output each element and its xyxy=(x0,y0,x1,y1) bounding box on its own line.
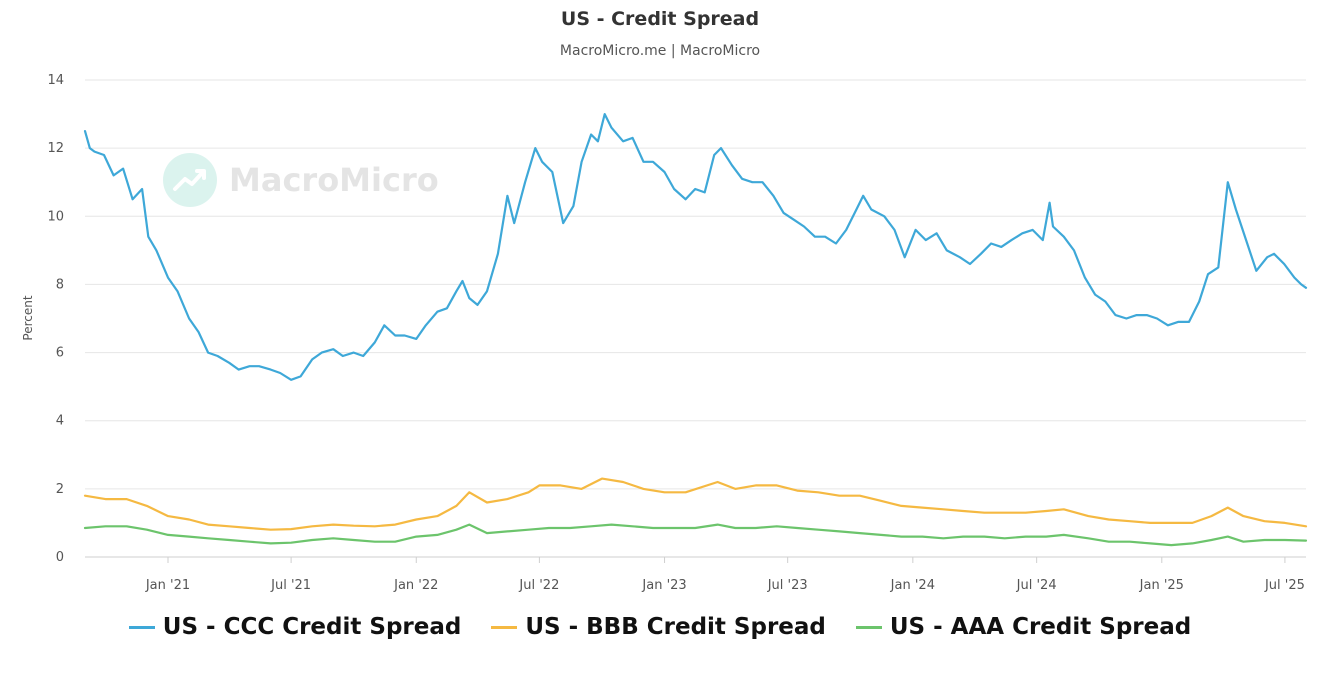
x-tick-label: Jan '24 xyxy=(890,578,935,593)
watermark-logo: MacroMicro xyxy=(163,153,439,207)
x-tick-label: Jan '22 xyxy=(393,578,438,593)
legend: US - CCC Credit Spread US - BBB Credit Sp… xyxy=(0,614,1320,640)
legend-swatch xyxy=(128,625,155,629)
legend-label: US - BBB Credit Spread xyxy=(525,614,826,640)
legend-item[interactable]: US - AAA Credit Spread xyxy=(855,614,1192,640)
y-tick-label: 8 xyxy=(56,277,64,292)
y-tick-label: 14 xyxy=(47,73,64,88)
series-line-1 xyxy=(83,477,1308,531)
x-tick-label: Jul '22 xyxy=(518,578,559,593)
x-tick-label: Jan '25 xyxy=(1139,578,1184,593)
x-tick-label: Jan '23 xyxy=(641,578,686,593)
x-tick-label: Jul '21 xyxy=(270,578,311,593)
watermark-text: MacroMicro xyxy=(229,161,439,199)
series-line-0 xyxy=(83,112,1308,381)
y-tick-label: 6 xyxy=(56,346,64,361)
chart-trend-icon xyxy=(163,153,217,207)
x-tick-label: Jul '25 xyxy=(1264,578,1305,593)
series-line-2 xyxy=(83,523,1308,547)
x-axis-ticks: Jan '21 Jul '21 Jan '22 Jul '22 Jan '23 Jul '… xyxy=(145,557,1305,593)
legend-swatch xyxy=(855,625,882,629)
line-chart: 0 2 4 6 8 10 12 14 Jan '21 Jul '21 Jan '22 Jul '22… xyxy=(21,73,1308,593)
x-tick-label: Jul '23 xyxy=(767,578,808,593)
y-axis-label: Percent xyxy=(21,295,35,340)
chart-subtitle: MacroMicro.me | MacroMicro xyxy=(559,43,761,59)
y-tick-label: 2 xyxy=(56,482,64,497)
y-tick-label: 12 xyxy=(47,141,64,156)
x-tick-label: Jan '21 xyxy=(145,578,190,593)
legend-label: US - CCC Credit Spread xyxy=(162,614,462,640)
y-tick-label: 10 xyxy=(47,209,64,224)
legend-item[interactable]: US - CCC Credit Spread xyxy=(128,614,462,640)
series-lines xyxy=(83,112,1308,547)
y-tick-label: 4 xyxy=(56,414,64,429)
legend-item[interactable]: US - BBB Credit Spread xyxy=(491,614,826,640)
legend-swatch xyxy=(491,625,518,629)
chart-title: US - Credit Spread xyxy=(560,8,760,30)
x-tick-label: Jul '24 xyxy=(1016,578,1057,593)
y-axis-ticks: 0 2 4 6 8 10 12 14 xyxy=(47,73,64,565)
legend-label: US - AAA Credit Spread xyxy=(889,614,1192,640)
y-tick-label: 0 xyxy=(56,550,64,565)
